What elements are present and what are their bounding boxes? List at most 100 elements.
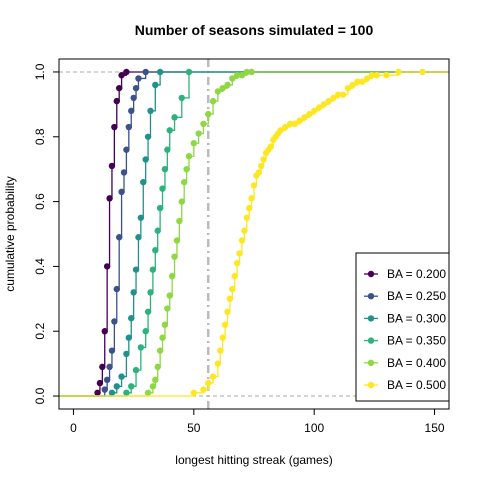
plot-area xyxy=(59,59,449,409)
data-point xyxy=(123,350,130,358)
data-point xyxy=(166,292,173,299)
legend-marker xyxy=(367,270,375,278)
data-point xyxy=(130,94,137,102)
data-point xyxy=(166,127,173,134)
data-point xyxy=(255,169,263,176)
data-point xyxy=(164,146,171,153)
data-point xyxy=(219,334,226,341)
data-point xyxy=(310,107,318,115)
data-point xyxy=(200,120,207,128)
data-point xyxy=(113,285,120,293)
y-tick-label: 0.2 xyxy=(33,323,47,340)
legend-marker xyxy=(367,315,375,322)
data-point xyxy=(224,308,231,315)
legend-marker xyxy=(367,381,375,389)
data-point xyxy=(243,214,250,221)
series-group xyxy=(59,68,449,397)
data-point xyxy=(344,84,352,92)
legend-box xyxy=(355,252,450,402)
x-tick-label: 100 xyxy=(304,421,324,435)
data-point xyxy=(248,68,255,76)
data-point xyxy=(258,162,265,170)
plot-frame xyxy=(58,58,450,410)
legend-marker xyxy=(367,337,375,344)
data-point xyxy=(185,68,193,76)
data-point xyxy=(123,68,130,76)
data-point xyxy=(128,107,135,115)
data-point xyxy=(128,383,135,390)
data-point xyxy=(190,389,198,396)
data-point xyxy=(250,182,258,189)
legend-marker xyxy=(367,359,375,366)
data-point xyxy=(229,285,236,293)
y-tick-label: 0.4 xyxy=(33,258,47,275)
data-point xyxy=(101,386,108,393)
data-point xyxy=(147,289,154,296)
series-group xyxy=(59,68,449,397)
data-point xyxy=(135,234,142,241)
y-tick-label: 1.0 xyxy=(33,63,47,80)
legend-label: BA = 0.400 xyxy=(387,356,446,370)
data-point xyxy=(224,81,231,89)
data-point xyxy=(315,104,323,111)
data-point xyxy=(132,84,140,92)
data-point xyxy=(291,120,299,128)
data-point xyxy=(363,75,371,82)
data-point xyxy=(152,81,159,89)
data-point xyxy=(118,373,125,380)
legend-label: BA = 0.300 xyxy=(387,311,446,325)
y-tick-label: 0.6 xyxy=(33,193,47,210)
data-point xyxy=(221,321,229,328)
data-point xyxy=(130,289,137,296)
data-point xyxy=(233,259,241,267)
data-point xyxy=(205,110,212,118)
data-point xyxy=(142,68,149,76)
x-tick-label: 150 xyxy=(425,421,445,435)
data-point xyxy=(115,84,123,92)
data-point xyxy=(103,263,111,270)
data-point xyxy=(226,295,234,303)
data-point xyxy=(108,347,116,354)
data-point xyxy=(183,165,190,173)
data-point xyxy=(125,123,133,131)
data-point xyxy=(144,389,152,396)
y-axis-label: cumulative probability xyxy=(3,176,17,291)
data-point xyxy=(178,198,185,205)
data-point xyxy=(123,389,130,396)
data-point xyxy=(205,379,212,387)
data-point xyxy=(229,75,236,82)
data-point xyxy=(217,347,224,354)
data-point xyxy=(106,195,113,202)
data-point xyxy=(113,383,120,390)
data-point xyxy=(94,389,101,396)
data-point xyxy=(152,376,159,384)
data-point xyxy=(149,266,157,273)
data-point xyxy=(120,169,128,176)
data-point xyxy=(330,94,337,102)
data-point xyxy=(209,373,217,380)
data-point xyxy=(231,272,238,280)
data-point xyxy=(111,318,118,325)
data-point xyxy=(125,334,133,341)
data-point xyxy=(180,178,188,186)
legend-label: BA = 0.350 xyxy=(387,334,446,348)
data-point xyxy=(147,107,154,115)
data-point xyxy=(108,162,116,170)
data-point xyxy=(301,114,308,121)
data-point xyxy=(243,68,250,76)
data-point xyxy=(419,68,426,76)
data-point xyxy=(267,143,275,150)
data-point xyxy=(132,366,140,374)
data-point xyxy=(103,376,111,384)
data-point xyxy=(277,127,284,134)
data-point xyxy=(214,360,222,367)
data-point xyxy=(238,237,246,244)
data-point xyxy=(154,227,161,234)
data-point xyxy=(161,165,169,173)
data-point xyxy=(178,94,185,102)
data-point xyxy=(128,315,135,322)
axes: 0 50 100 150 0.0 0.2 0.4 0.6 0.8 1.0 xyxy=(33,63,445,435)
data-point xyxy=(156,68,164,76)
data-point xyxy=(156,204,164,212)
